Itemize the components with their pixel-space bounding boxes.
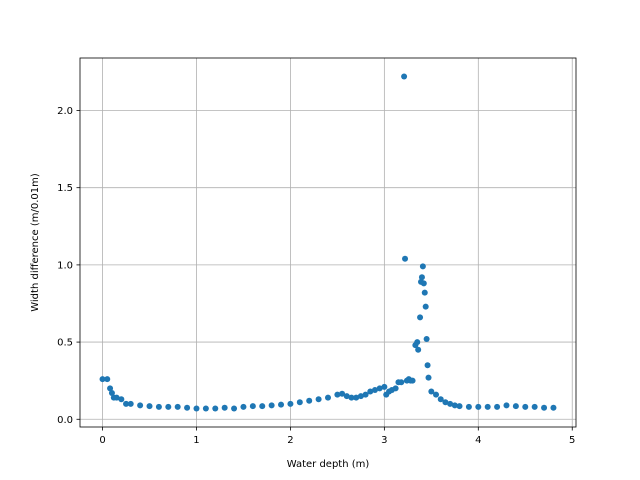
data-point xyxy=(118,396,125,403)
data-point xyxy=(494,403,501,410)
data-point xyxy=(339,390,346,397)
data-point xyxy=(541,404,548,411)
data-point xyxy=(376,385,383,392)
data-point xyxy=(221,404,228,411)
data-point xyxy=(268,402,275,409)
data-point xyxy=(249,403,256,410)
data-point xyxy=(259,403,266,410)
data-point xyxy=(419,263,426,270)
data-point xyxy=(398,379,405,386)
data-point xyxy=(240,403,247,410)
data-point xyxy=(465,403,472,410)
x-tick-label: 5 xyxy=(569,435,575,446)
data-points xyxy=(99,73,557,412)
y-tick-label: 0.0 xyxy=(57,415,73,426)
data-point xyxy=(137,402,144,409)
data-point xyxy=(123,400,130,407)
data-point xyxy=(381,383,388,390)
data-point xyxy=(165,403,172,410)
data-point xyxy=(99,376,106,383)
data-point xyxy=(306,397,313,404)
data-point xyxy=(447,400,454,407)
data-point xyxy=(127,400,134,407)
data-point xyxy=(456,403,463,410)
data-point xyxy=(174,403,181,410)
data-point xyxy=(348,394,355,401)
data-point xyxy=(357,393,364,400)
data-point xyxy=(424,362,431,369)
data-point xyxy=(402,255,409,262)
data-point xyxy=(343,393,350,400)
data-point xyxy=(367,388,374,395)
data-point xyxy=(113,394,120,401)
data-point xyxy=(484,403,491,410)
x-tick-label: 2 xyxy=(287,435,293,446)
y-tick-label: 1.0 xyxy=(57,260,73,271)
data-point xyxy=(418,274,425,281)
data-point xyxy=(425,374,432,381)
data-point xyxy=(155,403,162,410)
data-point xyxy=(433,391,440,398)
data-point xyxy=(278,401,285,408)
data-point xyxy=(392,385,399,392)
data-point xyxy=(296,399,303,406)
data-point xyxy=(415,346,422,353)
data-point xyxy=(409,377,416,384)
data-point xyxy=(362,391,369,398)
y-tick-label: 1.5 xyxy=(57,183,73,194)
data-point xyxy=(401,73,408,80)
data-point xyxy=(184,404,191,411)
y-tick-label: 2.0 xyxy=(57,106,73,117)
data-point xyxy=(353,394,360,401)
data-point xyxy=(550,404,557,411)
x-tick-label: 3 xyxy=(381,435,387,446)
axis-ticks: 0 1 2 3 4 5 0.0 0.5 1.0 1.5 2.0 xyxy=(57,106,575,446)
data-point xyxy=(512,403,519,410)
data-point xyxy=(212,405,219,412)
data-point xyxy=(442,399,449,406)
data-point xyxy=(104,376,111,383)
data-point xyxy=(423,335,430,342)
x-tick-label: 0 xyxy=(99,435,105,446)
data-point xyxy=(437,396,444,403)
data-point xyxy=(231,405,238,412)
data-point xyxy=(108,390,115,397)
grid xyxy=(80,58,576,427)
data-point xyxy=(325,394,331,401)
x-tick-label: 4 xyxy=(475,435,481,446)
data-point xyxy=(414,339,421,346)
data-point xyxy=(451,402,458,409)
data-point xyxy=(531,403,538,410)
data-point xyxy=(428,388,435,395)
data-point xyxy=(315,396,322,403)
data-point xyxy=(202,405,209,412)
data-point xyxy=(334,391,341,398)
data-point xyxy=(417,314,424,321)
data-point xyxy=(371,386,378,393)
data-point xyxy=(146,403,153,410)
data-point xyxy=(420,280,427,287)
data-point xyxy=(475,403,482,410)
data-point xyxy=(503,402,510,409)
data-point xyxy=(522,403,529,410)
data-point xyxy=(422,303,429,310)
data-point xyxy=(287,400,294,407)
plot-frame xyxy=(79,57,577,428)
data-point xyxy=(421,289,428,296)
x-axis-label: Water depth (m) xyxy=(287,459,370,470)
data-point xyxy=(193,405,200,412)
x-tick-label: 1 xyxy=(193,435,199,446)
data-point xyxy=(107,385,114,392)
y-axis-label: Width difference (m/0.01m) xyxy=(30,173,41,312)
y-tick-label: 0.5 xyxy=(57,338,73,349)
